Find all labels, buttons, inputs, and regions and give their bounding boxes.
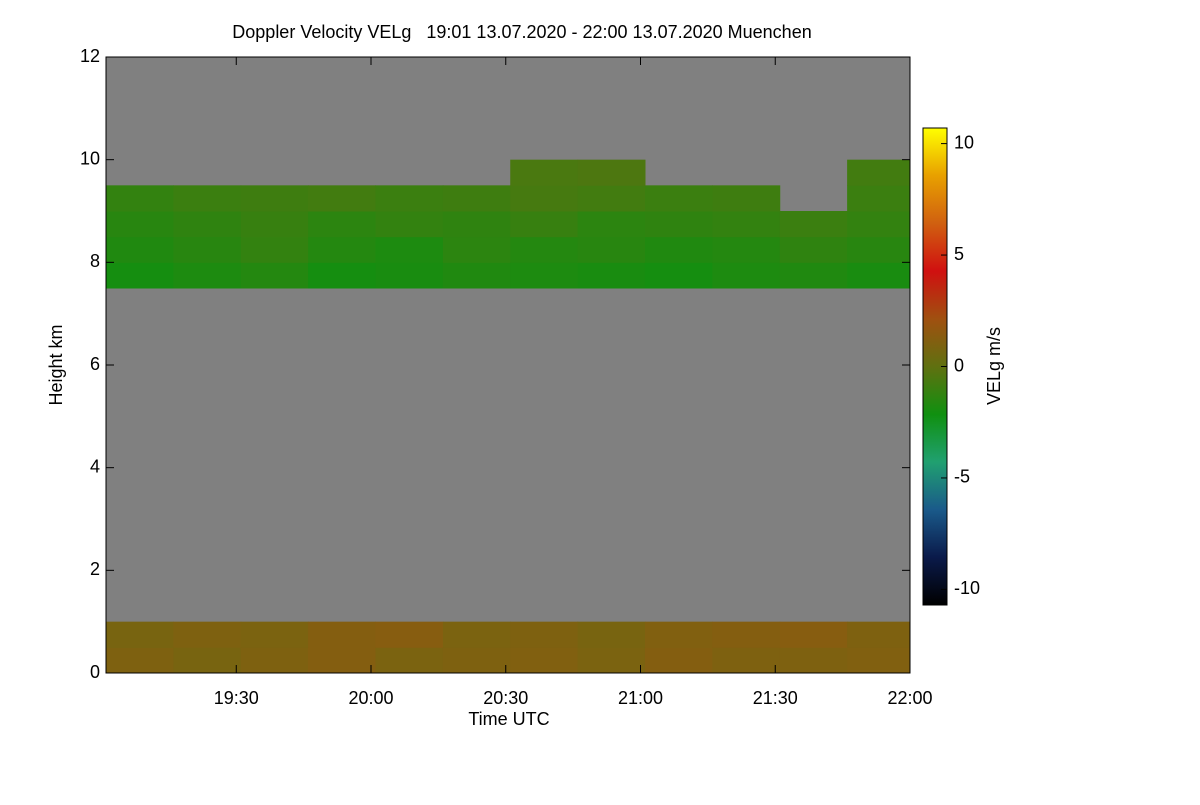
colorbar-tick-label: -10 (954, 578, 980, 598)
heatmap-cell (847, 185, 911, 212)
heatmap-cell (106, 236, 174, 263)
colorbar-tick-label: 5 (954, 244, 964, 264)
heatmap-cell (644, 185, 713, 212)
heatmap-cell (240, 262, 309, 289)
heatmap-cell (308, 211, 376, 238)
heatmap-cell (779, 236, 848, 263)
heatmap-cell (847, 236, 911, 263)
colorbar-label: VELg m/s (984, 327, 1004, 405)
heatmap-cell (644, 236, 713, 263)
y-tick-label: 2 (90, 559, 100, 579)
heatmap-cell (510, 236, 579, 263)
chart-title: Doppler Velocity VELg 19:01 13.07.2020 -… (232, 22, 811, 42)
x-tick-label: 21:30 (753, 688, 798, 708)
heatmap-cell (712, 211, 781, 238)
y-tick-label: 12 (80, 46, 100, 66)
heatmap-cell (308, 236, 376, 263)
y-tick-label: 0 (90, 662, 100, 682)
y-tick-label: 8 (90, 251, 100, 271)
colorbar-tick-label: 0 (954, 355, 964, 375)
heatmap-cell (712, 185, 781, 212)
y-tick-label: 4 (90, 456, 100, 476)
x-axis-label: Time UTC (468, 709, 549, 729)
heatmap-cell (577, 211, 646, 238)
heatmap-cell (240, 211, 309, 238)
heatmap-cell (510, 262, 579, 289)
heatmap-cell (375, 236, 444, 263)
plot-background (106, 57, 910, 673)
heatmap-cell (577, 236, 646, 263)
heatmap-cell (712, 647, 781, 674)
heatmap-cell (375, 262, 444, 289)
heatmap-cell (375, 185, 444, 212)
colorbar-tick-label: 10 (954, 132, 974, 152)
heatmap-cell (375, 647, 444, 674)
x-tick-label: 19:30 (214, 688, 259, 708)
heatmap-cell (644, 211, 713, 238)
heatmap-cell (442, 211, 511, 238)
heatmap-cell (847, 647, 911, 674)
heatmap-cell (712, 236, 781, 263)
x-tick-label: 21:00 (618, 688, 663, 708)
y-axis-label: Height km (46, 324, 66, 405)
heatmap-cell (577, 159, 646, 186)
y-tick-label: 6 (90, 354, 100, 374)
heatmap-cell (173, 185, 242, 212)
heatmap-cell (240, 647, 309, 674)
heatmap-cell (779, 647, 848, 674)
heatmap-cell (308, 185, 376, 212)
heatmap-cell (106, 647, 174, 674)
heatmap-cell (240, 185, 309, 212)
heatmap-cell (779, 211, 848, 238)
heatmap-cell (510, 621, 579, 648)
heatmap-cell (712, 262, 781, 289)
heatmap-cell (240, 621, 309, 648)
heatmap-cell (173, 262, 242, 289)
heatmap-cell (308, 621, 376, 648)
heatmap-cell (510, 647, 579, 674)
heatmap-cell (577, 621, 646, 648)
heatmap-cell (847, 211, 911, 238)
heatmap-cell (712, 621, 781, 648)
heatmap-cell (577, 262, 646, 289)
heatmap-cell (847, 159, 911, 186)
colorbar-tick-label: -5 (954, 467, 970, 487)
heatmap-cell (644, 621, 713, 648)
heatmap-cell (173, 647, 242, 674)
heatmap-cell (308, 262, 376, 289)
y-tick-label: 10 (80, 148, 100, 168)
x-tick-label: 20:30 (483, 688, 528, 708)
heatmap-cell (577, 185, 646, 212)
heatmap-cell (308, 647, 376, 674)
heatmap-cell (442, 621, 511, 648)
heatmap-cell (847, 621, 911, 648)
heatmap-cell (375, 621, 444, 648)
heatmap-cell (510, 159, 579, 186)
heatmap-cell (442, 262, 511, 289)
heatmap-cell (173, 236, 242, 263)
heatmap-cell (240, 236, 309, 263)
heatmap-cell (106, 262, 174, 289)
heatmap-cell (106, 185, 174, 212)
x-tick-label: 22:00 (887, 688, 932, 708)
heatmap-cell (847, 262, 911, 289)
heatmap-cell (106, 621, 174, 648)
heatmap-cell (375, 211, 444, 238)
heatmap-cell (510, 211, 579, 238)
heatmap-cell (577, 647, 646, 674)
heatmap-cell (442, 236, 511, 263)
heatmap-cell (442, 185, 511, 212)
heatmap-cell (173, 621, 242, 648)
heatmap-cell (173, 211, 242, 238)
heatmap-cell (442, 647, 511, 674)
heatmap-cell (106, 211, 174, 238)
x-tick-label: 20:00 (348, 688, 393, 708)
heatmap-cell (779, 262, 848, 289)
heatmap-cell (644, 262, 713, 289)
heatmap-cell (510, 185, 579, 212)
heatmap-cell (779, 621, 848, 648)
heatmap-cell (644, 647, 713, 674)
